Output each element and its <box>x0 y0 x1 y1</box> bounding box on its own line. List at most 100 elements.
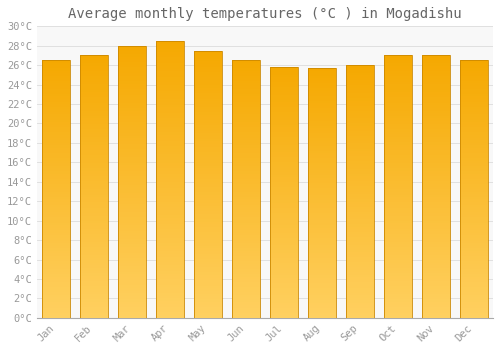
Bar <box>460 274 488 276</box>
Bar <box>156 141 184 144</box>
Bar <box>270 212 298 215</box>
Bar <box>384 132 412 134</box>
Bar <box>156 85 184 88</box>
Bar <box>460 89 488 91</box>
Bar <box>194 128 222 131</box>
Bar <box>232 313 260 315</box>
Bar <box>384 171 412 174</box>
Bar <box>232 272 260 274</box>
Bar <box>346 85 374 88</box>
Bar <box>346 298 374 300</box>
Bar <box>422 111 450 113</box>
Bar <box>308 230 336 233</box>
Bar <box>194 288 222 291</box>
Bar <box>346 174 374 176</box>
Bar <box>80 313 108 315</box>
Bar <box>308 213 336 216</box>
Bar <box>42 248 70 251</box>
Bar <box>194 211 222 213</box>
Bar <box>422 216 450 218</box>
Bar <box>384 74 412 76</box>
Bar <box>80 226 108 229</box>
Bar <box>270 288 298 290</box>
Bar <box>460 253 488 256</box>
Bar <box>270 268 298 270</box>
Bar <box>270 175 298 177</box>
Bar <box>308 181 336 183</box>
Bar <box>194 83 222 85</box>
Bar <box>346 106 374 108</box>
Bar <box>460 225 488 228</box>
Bar <box>270 77 298 80</box>
Bar <box>422 300 450 302</box>
Bar <box>346 224 374 227</box>
Bar <box>80 103 108 105</box>
Bar <box>308 216 336 218</box>
Bar <box>422 58 450 61</box>
Bar <box>270 117 298 120</box>
Bar <box>80 187 108 189</box>
Bar <box>384 307 412 310</box>
Bar <box>308 68 336 318</box>
Bar <box>422 132 450 134</box>
Bar <box>80 294 108 297</box>
Bar <box>460 215 488 217</box>
Bar <box>308 265 336 268</box>
Bar <box>232 276 260 279</box>
Bar <box>460 179 488 181</box>
Bar <box>384 176 412 179</box>
Bar <box>156 174 184 177</box>
Bar <box>270 230 298 233</box>
Bar <box>194 176 222 179</box>
Bar <box>42 125 70 127</box>
Bar <box>270 160 298 162</box>
Bar <box>232 78 260 81</box>
Bar <box>194 144 222 147</box>
Bar <box>460 259 488 261</box>
Bar <box>232 81 260 84</box>
Bar <box>232 230 260 233</box>
Bar <box>232 305 260 308</box>
Bar <box>346 93 374 96</box>
Bar <box>346 136 374 139</box>
Bar <box>270 170 298 173</box>
Bar <box>156 271 184 274</box>
Bar <box>346 303 374 305</box>
Bar <box>384 55 412 318</box>
Bar <box>156 276 184 279</box>
Bar <box>156 135 184 138</box>
Bar <box>118 155 146 157</box>
Bar <box>118 48 146 51</box>
Bar <box>42 73 70 76</box>
Bar <box>232 253 260 256</box>
Bar <box>42 132 70 135</box>
Bar <box>194 294 222 296</box>
Bar <box>42 202 70 204</box>
Bar <box>460 117 488 120</box>
Bar <box>460 130 488 132</box>
Bar <box>156 207 184 210</box>
Bar <box>118 97 146 100</box>
Bar <box>308 103 336 106</box>
Bar <box>270 75 298 77</box>
Bar <box>194 131 222 133</box>
Bar <box>422 82 450 84</box>
Bar <box>460 148 488 150</box>
Bar <box>194 200 222 203</box>
Bar <box>384 218 412 221</box>
Bar <box>42 114 70 117</box>
Bar <box>232 202 260 204</box>
Bar <box>346 305 374 308</box>
Bar <box>308 243 336 245</box>
Bar <box>422 250 450 252</box>
Bar <box>346 202 374 204</box>
Bar <box>422 95 450 97</box>
Bar <box>346 288 374 290</box>
Bar <box>270 155 298 158</box>
Bar <box>232 94 260 96</box>
Bar <box>384 221 412 223</box>
Bar <box>460 189 488 192</box>
Bar <box>346 96 374 98</box>
Bar <box>422 150 450 153</box>
Bar <box>156 215 184 218</box>
